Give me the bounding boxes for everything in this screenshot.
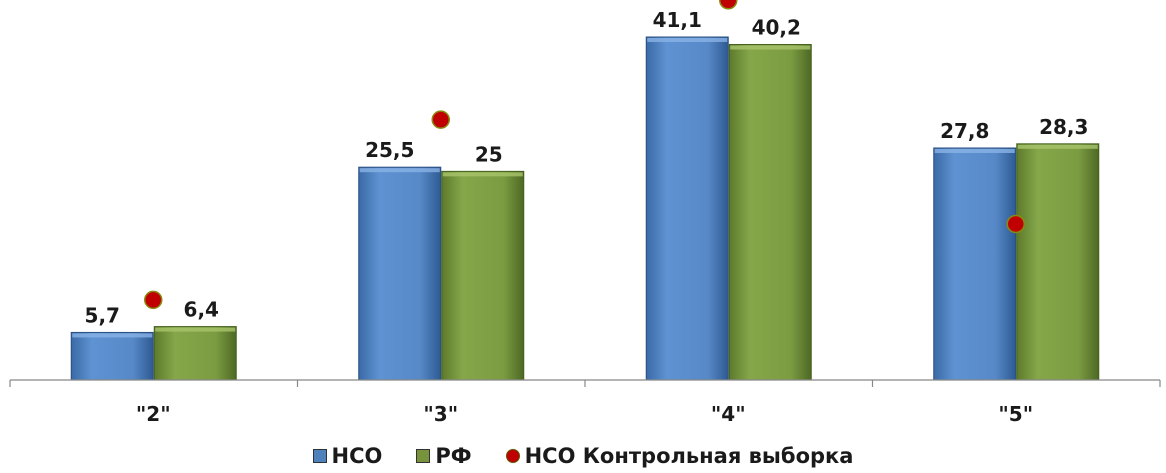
bar-bevel bbox=[72, 333, 153, 338]
bar-nso-4 bbox=[645, 36, 729, 381]
bar-rf-5 bbox=[1016, 143, 1100, 381]
legend-item-rf: РФ bbox=[416, 444, 472, 468]
control-sample-marker-4 bbox=[719, 0, 738, 10]
data-label-rf-4: 40,2 bbox=[752, 16, 801, 40]
control-sample-marker-3 bbox=[431, 110, 450, 129]
bar-nso-5 bbox=[933, 147, 1017, 381]
bar-nso-3 bbox=[358, 166, 442, 381]
category-label-5: "5" bbox=[998, 402, 1033, 426]
legend-item-control-sample: НСО Контрольная выборка bbox=[505, 444, 854, 468]
bar-bevel bbox=[730, 45, 811, 50]
legend-label-nso: НСО bbox=[331, 444, 383, 468]
data-label-nso-4: 41,1 bbox=[653, 8, 702, 32]
data-label-nso-5: 27,8 bbox=[940, 119, 989, 143]
bar-bevel bbox=[155, 327, 236, 332]
bar-rf-2 bbox=[153, 326, 237, 381]
control-sample-marker-2 bbox=[144, 290, 163, 310]
legend-item-nso: НСО bbox=[312, 444, 383, 468]
category-label-3: "3" bbox=[423, 402, 458, 426]
data-label-rf-2: 6,4 bbox=[184, 298, 219, 322]
legend-label-rf: РФ bbox=[435, 444, 472, 468]
category-label-2: "2" bbox=[136, 402, 171, 426]
data-label-nso-3: 25,5 bbox=[365, 138, 414, 162]
data-label-nso-2: 5,7 bbox=[85, 303, 120, 327]
bar-bevel bbox=[442, 172, 523, 177]
control-sample-dot-icon bbox=[505, 449, 520, 463]
bar-bevel bbox=[359, 168, 440, 173]
category-label-4: "4" bbox=[711, 402, 746, 426]
bar-nso-2 bbox=[70, 331, 154, 381]
control-sample-marker-5 bbox=[1006, 214, 1025, 234]
bar-bevel bbox=[934, 148, 1015, 153]
legend-label-control-sample: НСО Контрольная выборка bbox=[524, 444, 854, 468]
bar-rf-4 bbox=[728, 44, 812, 381]
nso-swatch-icon bbox=[312, 449, 327, 463]
bar-rf-3 bbox=[441, 170, 525, 381]
data-label-rf-3: 25 bbox=[475, 142, 503, 166]
rf-swatch-icon bbox=[416, 449, 431, 463]
bar-bevel bbox=[1017, 144, 1098, 149]
legend: НСО РФ НСО Контрольная выборка bbox=[0, 444, 1166, 468]
data-label-rf-5: 28,3 bbox=[1039, 115, 1088, 139]
bar-chart: 5,7 6,4 25,5 25 41,1 40,2 27,8 28,3 "2" "3" "4" "5… bbox=[9, 0, 1161, 426]
bar-bevel bbox=[647, 38, 728, 42]
